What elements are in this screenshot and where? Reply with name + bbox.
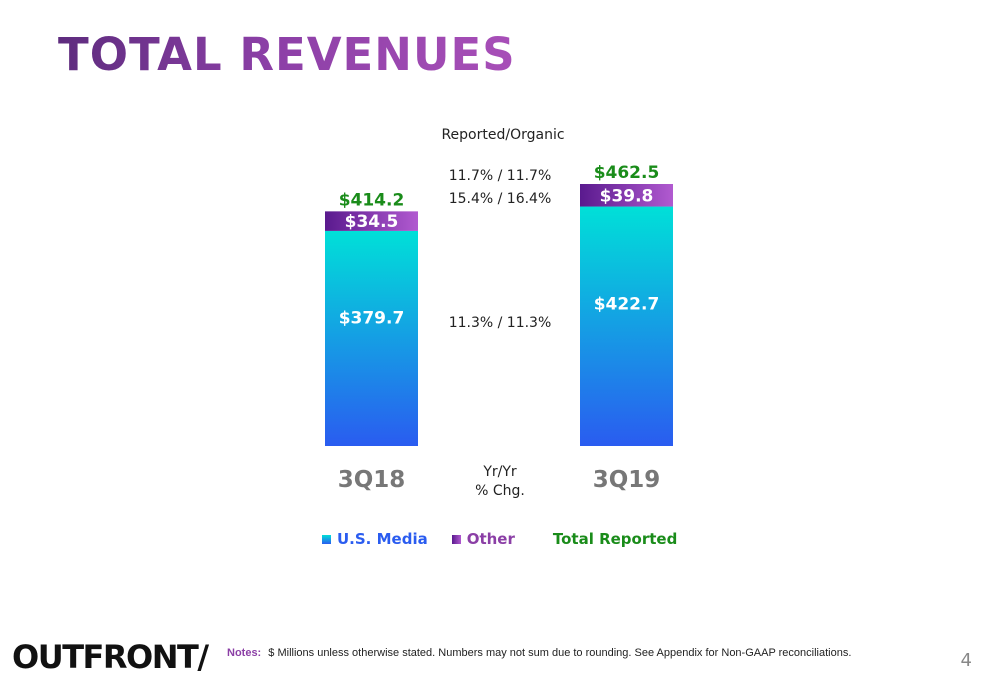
notes-label: Notes:	[227, 647, 262, 659]
outfront-logo: OUTFRONT/	[12, 638, 209, 676]
category-label-3q19: 3Q19	[593, 467, 661, 493]
label-us-media-3q19: $422.7	[594, 295, 660, 315]
change-axis-label-line2: % Chg.	[475, 483, 525, 499]
legend-item-other: Other	[451, 530, 515, 548]
bar-us-media-3q18	[325, 230, 418, 446]
change-total: 11.7% / 11.7%	[449, 168, 552, 184]
legend-label-other: Other	[466, 530, 515, 548]
change-header: Reported/Organic	[441, 127, 564, 143]
legend-swatch-other	[451, 534, 461, 544]
legend-item-us-media: U.S. Media	[322, 530, 428, 548]
bar-other-3q18	[325, 211, 418, 231]
label-other-3q18: $34.5	[345, 212, 399, 232]
label-total-3q18: $414.2	[339, 190, 405, 210]
legend-label-total: Total Reported	[552, 530, 678, 548]
chart-legend: U.S. Media Other Total Reported	[322, 528, 701, 550]
label-other-3q19: $39.8	[600, 186, 654, 206]
label-total-3q19: $462.5	[594, 163, 660, 183]
category-label-3q18: 3Q18	[338, 467, 406, 493]
bar-us-media-3q19	[580, 206, 673, 446]
footnote: Notes: $ Millions unless otherwise state…	[227, 647, 851, 659]
change-other: 15.4% / 16.4%	[449, 191, 552, 207]
notes-text: $ Millions unless otherwise stated. Numb…	[268, 647, 852, 659]
label-us-media-3q18: $379.7	[339, 308, 405, 328]
change-us-media: 11.3% / 11.3%	[449, 315, 552, 331]
legend-label-us-media: U.S. Media	[337, 530, 428, 548]
change-axis-label-line1: Yr/Yr	[482, 464, 517, 480]
legend-item-total: Total Reported	[553, 530, 677, 548]
legend-swatch-us-media	[322, 534, 331, 544]
page-number: 4	[960, 650, 972, 671]
bar-other-3q19	[580, 184, 673, 207]
page-title: TOTAL REVENUES	[58, 28, 516, 81]
